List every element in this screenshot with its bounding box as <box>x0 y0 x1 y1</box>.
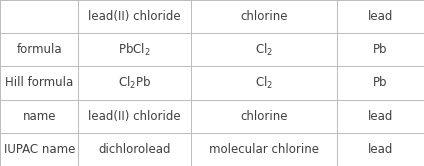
Text: molecular chlorine: molecular chlorine <box>209 143 319 156</box>
Text: chlorine: chlorine <box>240 10 288 23</box>
Text: Pb: Pb <box>373 77 388 89</box>
Text: $\mathregular{PbCl_2}$: $\mathregular{PbCl_2}$ <box>118 42 151 58</box>
Text: Hill formula: Hill formula <box>5 77 73 89</box>
Text: lead: lead <box>368 110 393 123</box>
Text: $\mathregular{Cl_2}$: $\mathregular{Cl_2}$ <box>255 75 273 91</box>
Text: dichlorolead: dichlorolead <box>98 143 171 156</box>
Text: IUPAC name: IUPAC name <box>3 143 75 156</box>
Text: name: name <box>22 110 56 123</box>
Text: lead(II) chloride: lead(II) chloride <box>88 110 181 123</box>
Text: lead(II) chloride: lead(II) chloride <box>88 10 181 23</box>
Text: lead: lead <box>368 10 393 23</box>
Text: Pb: Pb <box>373 43 388 56</box>
Text: chlorine: chlorine <box>240 110 288 123</box>
Text: $\mathregular{Cl_2}$: $\mathregular{Cl_2}$ <box>255 42 273 58</box>
Text: lead: lead <box>368 143 393 156</box>
Text: formula: formula <box>17 43 62 56</box>
Text: $\mathregular{Cl_2Pb}$: $\mathregular{Cl_2Pb}$ <box>118 75 151 91</box>
